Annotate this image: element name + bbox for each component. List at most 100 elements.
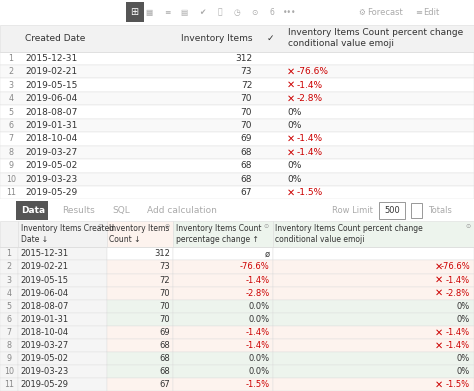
- Text: ≡: ≡: [164, 8, 170, 17]
- Text: ⊙: ⊙: [251, 8, 258, 17]
- FancyBboxPatch shape: [173, 221, 273, 248]
- Text: 67: 67: [159, 380, 170, 389]
- Text: ◷: ◷: [234, 8, 240, 17]
- FancyBboxPatch shape: [173, 260, 273, 274]
- Text: ✕: ✕: [287, 147, 295, 157]
- Text: Inventory Items Created
Date ↓: Inventory Items Created Date ↓: [21, 224, 114, 244]
- FancyBboxPatch shape: [173, 352, 273, 365]
- Text: Totals: Totals: [428, 206, 452, 215]
- FancyBboxPatch shape: [107, 365, 173, 378]
- FancyBboxPatch shape: [0, 248, 18, 260]
- Text: 9: 9: [8, 161, 13, 170]
- Text: 2019-05-29: 2019-05-29: [25, 188, 77, 197]
- Text: Inventory Items
Count ↓: Inventory Items Count ↓: [109, 224, 170, 244]
- Text: -1.5%: -1.5%: [297, 188, 323, 197]
- FancyBboxPatch shape: [18, 274, 107, 287]
- Text: -1.4%: -1.4%: [246, 341, 270, 350]
- Text: 0%: 0%: [287, 161, 301, 170]
- FancyBboxPatch shape: [18, 313, 107, 326]
- FancyBboxPatch shape: [18, 378, 107, 391]
- Text: -1.4%: -1.4%: [297, 135, 323, 143]
- Text: Inventory Items Count
percentage change ↑: Inventory Items Count percentage change …: [176, 224, 261, 244]
- Text: ✕: ✕: [435, 380, 443, 389]
- Text: 5: 5: [7, 301, 11, 311]
- Text: 68: 68: [241, 175, 252, 184]
- Text: Row Limit: Row Limit: [332, 206, 373, 215]
- Text: -1.4%: -1.4%: [446, 328, 470, 337]
- Text: 2018-10-04: 2018-10-04: [21, 328, 69, 337]
- Text: 0.0%: 0.0%: [248, 315, 270, 324]
- FancyBboxPatch shape: [173, 365, 273, 378]
- FancyBboxPatch shape: [18, 248, 107, 260]
- FancyBboxPatch shape: [107, 300, 173, 313]
- Text: ⚙: ⚙: [358, 8, 365, 17]
- Text: ✓: ✓: [266, 34, 274, 43]
- Text: Results: Results: [62, 206, 94, 215]
- Text: ✕: ✕: [287, 67, 295, 77]
- Text: ▼: ▼: [6, 206, 11, 215]
- FancyBboxPatch shape: [18, 287, 107, 300]
- Text: 0%: 0%: [457, 315, 470, 324]
- Text: -76.6%: -76.6%: [240, 262, 270, 271]
- FancyBboxPatch shape: [273, 352, 474, 365]
- Text: 2: 2: [7, 262, 11, 271]
- FancyBboxPatch shape: [0, 105, 474, 119]
- Text: 6: 6: [8, 121, 13, 130]
- Text: -1.4%: -1.4%: [297, 148, 323, 157]
- Text: SQL: SQL: [112, 206, 130, 215]
- FancyBboxPatch shape: [0, 313, 18, 326]
- Text: 0.0%: 0.0%: [248, 301, 270, 311]
- Text: ✕: ✕: [435, 340, 443, 350]
- Text: 2019-05-02: 2019-05-02: [25, 161, 77, 170]
- Text: 2019-05-29: 2019-05-29: [21, 380, 69, 389]
- Text: 0%: 0%: [457, 354, 470, 363]
- Text: ✕: ✕: [287, 134, 295, 144]
- Text: 68: 68: [241, 148, 252, 157]
- FancyBboxPatch shape: [0, 221, 18, 248]
- Text: 68: 68: [159, 341, 170, 350]
- FancyBboxPatch shape: [18, 260, 107, 274]
- Text: 68: 68: [241, 161, 252, 170]
- Text: 68: 68: [159, 354, 170, 363]
- FancyBboxPatch shape: [18, 326, 107, 339]
- FancyBboxPatch shape: [0, 159, 474, 172]
- FancyBboxPatch shape: [411, 203, 422, 218]
- Text: 67: 67: [241, 188, 252, 197]
- FancyBboxPatch shape: [0, 25, 474, 52]
- Text: ✕: ✕: [435, 262, 443, 272]
- Text: 2019-05-15: 2019-05-15: [21, 276, 69, 285]
- Text: ✕: ✕: [435, 327, 443, 337]
- FancyBboxPatch shape: [18, 339, 107, 352]
- Text: -1.5%: -1.5%: [246, 380, 270, 389]
- FancyBboxPatch shape: [0, 326, 18, 339]
- FancyBboxPatch shape: [173, 248, 273, 260]
- Text: 2019-03-23: 2019-03-23: [21, 367, 69, 376]
- FancyBboxPatch shape: [173, 378, 273, 391]
- FancyBboxPatch shape: [0, 300, 18, 313]
- Text: 0.0%: 0.0%: [248, 354, 270, 363]
- FancyBboxPatch shape: [273, 326, 474, 339]
- FancyBboxPatch shape: [0, 92, 474, 105]
- Text: 70: 70: [160, 301, 170, 311]
- FancyBboxPatch shape: [273, 260, 474, 274]
- FancyBboxPatch shape: [0, 378, 18, 391]
- FancyBboxPatch shape: [173, 313, 273, 326]
- Text: ✕: ✕: [435, 275, 443, 285]
- Text: 68: 68: [159, 367, 170, 376]
- Text: 312: 312: [235, 54, 252, 63]
- Text: ✕: ✕: [287, 93, 295, 104]
- Text: ø: ø: [264, 249, 270, 258]
- Text: 4: 4: [8, 94, 13, 103]
- Text: Forecast: Forecast: [367, 8, 403, 17]
- Text: 7: 7: [8, 135, 13, 143]
- FancyBboxPatch shape: [18, 221, 107, 248]
- FancyBboxPatch shape: [16, 201, 48, 220]
- Text: Add calculation: Add calculation: [147, 206, 217, 215]
- Text: 73: 73: [241, 67, 252, 76]
- Text: 0%: 0%: [457, 301, 470, 311]
- Text: 2019-03-27: 2019-03-27: [21, 341, 69, 350]
- FancyBboxPatch shape: [0, 274, 18, 287]
- Text: 6: 6: [7, 315, 11, 324]
- Text: 🗠: 🗠: [217, 8, 222, 17]
- FancyBboxPatch shape: [107, 248, 173, 260]
